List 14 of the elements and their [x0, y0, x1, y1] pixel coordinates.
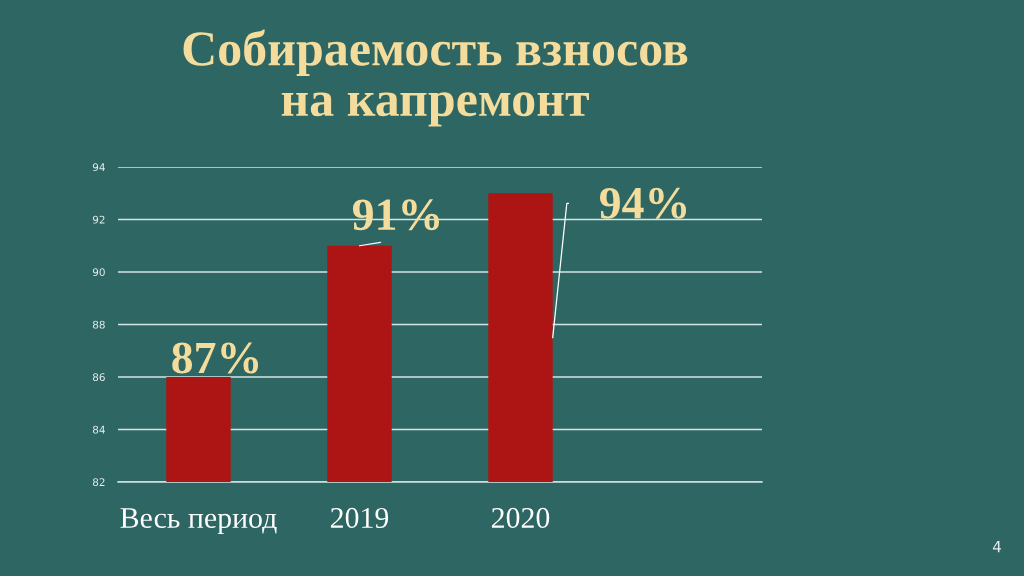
y-tick-label: 86: [92, 373, 105, 382]
annotation: 87%: [172, 342, 259, 374]
y-tick-label: 90: [92, 268, 105, 277]
y-tick-label: 94: [92, 163, 105, 172]
y-tick-label: 84: [92, 425, 105, 434]
x-tick-label: 2019: [330, 507, 389, 529]
x-tick-label: Весь период: [120, 508, 277, 535]
y-tick-label: 92: [92, 215, 105, 224]
chart-title: Собираемость взносов на капремонт: [183, 29, 688, 127]
annotation: 94%: [599, 187, 687, 219]
text: 4: [992, 541, 1001, 553]
y-tick-label: 82: [92, 478, 105, 487]
x-tick-label: 2020: [491, 507, 550, 529]
y-tick-label: 88: [92, 320, 105, 329]
